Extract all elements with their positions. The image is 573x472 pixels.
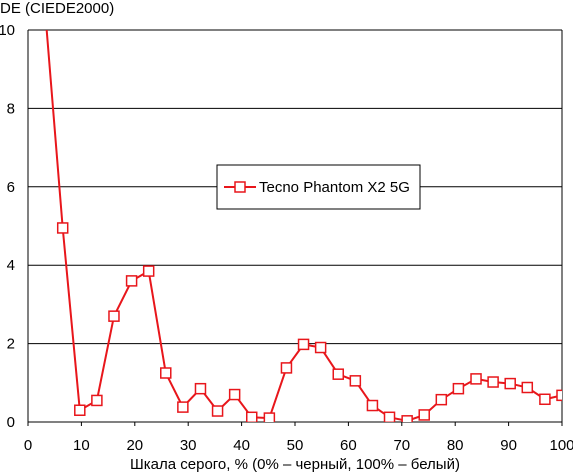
x-tick-label: 10 [73,437,90,454]
data-point [401,415,413,422]
x-tick-label: 80 [447,437,464,454]
x-tick-label: 20 [126,437,143,454]
data-point [280,362,293,374]
data-point [245,411,258,422]
y-tick-label: 2 [7,336,15,353]
x-tick-label: 70 [393,437,410,454]
data-point [108,310,120,322]
data-point [470,373,482,385]
data-point [504,377,516,390]
data-point [91,394,103,407]
data-point [211,405,224,417]
y-tick-label: 0 [7,414,15,431]
series-layer [45,30,562,422]
x-tick-labels: 0 10 20 30 40 50 60 70 80 90 100 [24,422,573,454]
data-point [160,367,172,379]
data-point [177,401,189,413]
y-tick-label: 10 [0,22,15,39]
data-point [228,388,241,401]
data-point [74,404,86,416]
data-point [125,275,138,287]
data-point [366,399,379,412]
gridlines [28,29,562,423]
x-tick-label: 0 [24,437,32,454]
y-axis-title: DE (CIEDE2000) [0,0,114,17]
y-tick-label: 8 [7,100,15,117]
data-point [194,382,207,395]
y-tick-label: 6 [7,179,15,196]
data-point [56,222,69,234]
data-point [314,341,327,354]
data-point [487,376,499,388]
data-point [539,393,551,406]
data-point [142,265,155,277]
y-tick-labels: 0 2 4 6 8 10 [0,22,15,431]
series-line [45,30,562,422]
x-tick-label: 90 [500,437,517,454]
x-axis-title: Шкала серого, % (0% – черный, 100% – бел… [130,456,460,472]
data-point [452,382,465,395]
y-tick-label: 4 [7,257,15,274]
axes [27,30,563,423]
x-tick-label: 40 [233,437,250,454]
data-point [418,409,430,421]
x-tick-label: 30 [180,437,197,454]
legend: Tecno Phantom X2 5G [216,164,421,210]
data-point [435,393,448,406]
data-point [349,375,362,387]
data-point [263,412,276,422]
data-point [521,381,534,394]
x-tick-label: 50 [287,437,304,454]
data-point [332,368,345,380]
legend-label: Tecno Phantom X2 5G [259,179,410,196]
data-point [297,338,310,351]
data-point [556,389,562,402]
x-tick-label: 60 [340,437,357,454]
legend-marker-sample [234,181,246,193]
data-point [383,411,396,422]
x-tick-label: 100 [549,437,573,454]
